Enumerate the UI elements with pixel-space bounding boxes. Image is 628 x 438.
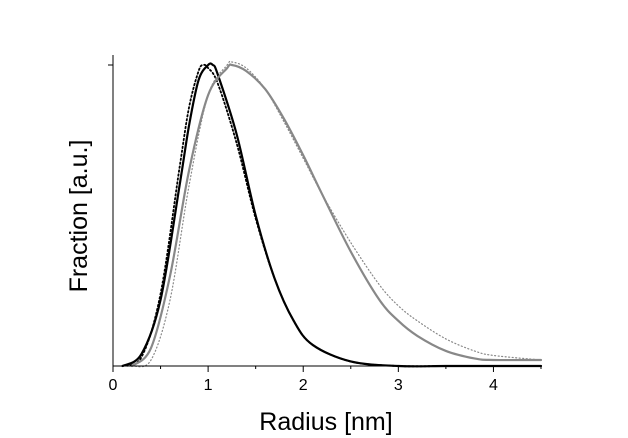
axes-layer: 0 1 2 3 4 (108, 55, 542, 394)
x-tick-label: 2 (299, 377, 308, 394)
gray-solid-series-line (130, 63, 543, 368)
x-tick-label: 0 (109, 377, 118, 394)
series-layer (121, 60, 543, 368)
x-axis-title: Radius [nm] (259, 408, 392, 436)
y-axis-title: Fraction [a.u.] (65, 140, 93, 293)
x-tick-label: 1 (204, 377, 213, 394)
x-tick-label: 4 (489, 377, 498, 394)
gray-dotted-series-line (131, 60, 542, 368)
x-tick-label: 3 (394, 377, 403, 394)
